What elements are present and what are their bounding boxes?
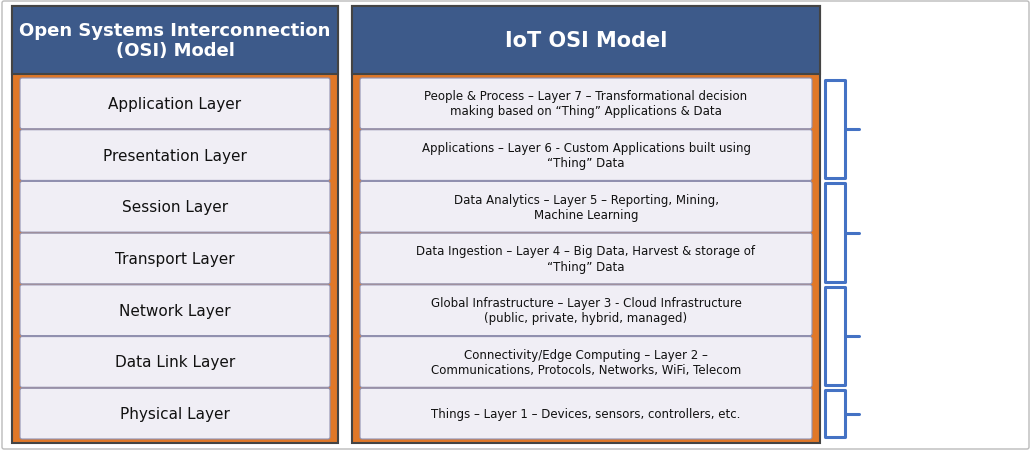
FancyBboxPatch shape: [360, 130, 812, 181]
FancyBboxPatch shape: [352, 7, 820, 443]
Text: Physical Layer: Physical Layer: [120, 406, 230, 421]
FancyBboxPatch shape: [20, 79, 330, 129]
Text: Global Infrastructure – Layer 3 - Cloud Infrastructure
(public, private, hybrid,: Global Infrastructure – Layer 3 - Cloud …: [431, 297, 741, 325]
FancyBboxPatch shape: [360, 234, 812, 284]
Text: Applications – Layer 6 - Custom Applications built using
“Thing” Data: Applications – Layer 6 - Custom Applicat…: [422, 142, 751, 170]
Text: IoT OSI Model: IoT OSI Model: [505, 31, 667, 51]
Text: People & Process – Layer 7 – Transformational decision
making based on “Thing” A: People & Process – Layer 7 – Transformat…: [425, 90, 747, 118]
FancyBboxPatch shape: [12, 7, 338, 443]
FancyBboxPatch shape: [20, 337, 330, 387]
Text: Transport Layer: Transport Layer: [115, 252, 235, 267]
Text: Network Layer: Network Layer: [120, 303, 231, 318]
Text: Data Ingestion – Layer 4 – Big Data, Harvest & storage of
“Thing” Data: Data Ingestion – Layer 4 – Big Data, Har…: [417, 245, 756, 273]
FancyBboxPatch shape: [360, 182, 812, 233]
Text: Open Systems Interconnection
(OSI) Model: Open Systems Interconnection (OSI) Model: [20, 22, 331, 60]
FancyBboxPatch shape: [360, 337, 812, 387]
FancyBboxPatch shape: [20, 182, 330, 233]
FancyBboxPatch shape: [20, 285, 330, 336]
FancyBboxPatch shape: [20, 130, 330, 181]
FancyBboxPatch shape: [360, 388, 812, 439]
FancyBboxPatch shape: [12, 7, 338, 75]
Text: Presentation Layer: Presentation Layer: [103, 148, 247, 163]
Text: Application Layer: Application Layer: [108, 97, 241, 111]
Text: Connectivity/Edge Computing – Layer 2 –
Communications, Protocols, Networks, WiF: Connectivity/Edge Computing – Layer 2 – …: [431, 348, 741, 376]
FancyBboxPatch shape: [360, 79, 812, 129]
Text: Data Analytics – Layer 5 – Reporting, Mining,
Machine Learning: Data Analytics – Layer 5 – Reporting, Mi…: [454, 193, 719, 221]
FancyBboxPatch shape: [20, 388, 330, 439]
Text: Session Layer: Session Layer: [122, 200, 228, 215]
Text: Data Link Layer: Data Link Layer: [114, 354, 235, 370]
FancyBboxPatch shape: [352, 7, 820, 75]
Text: Things – Layer 1 – Devices, sensors, controllers, etc.: Things – Layer 1 – Devices, sensors, con…: [431, 407, 740, 420]
FancyBboxPatch shape: [20, 234, 330, 284]
FancyBboxPatch shape: [360, 285, 812, 336]
